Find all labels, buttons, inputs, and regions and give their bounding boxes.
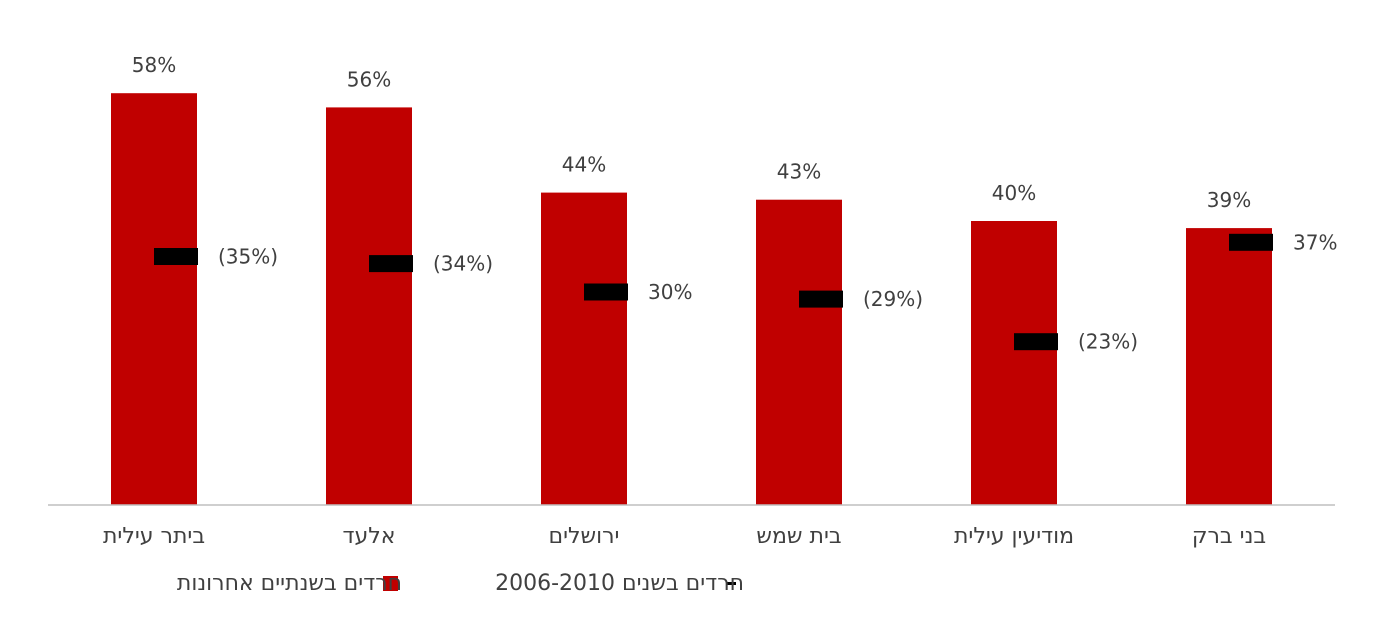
bar-1 (326, 107, 412, 506)
marker-3 (799, 290, 843, 308)
legend-swatch-marker (727, 582, 736, 585)
marker-value-label: (29%) (863, 287, 923, 311)
marker-5 (1229, 233, 1273, 251)
bar-value-label: 43% (777, 160, 821, 184)
legend: חרדים בשנתיים אחרונות חרדים בשנים 2006-2… (177, 571, 744, 596)
bar-value-label: 40% (992, 181, 1036, 205)
legend-label-recent: חרדים בשנתיים אחרונות (177, 571, 402, 596)
legend-swatch-bar (383, 576, 398, 591)
bars-group (111, 93, 1272, 506)
bar-4 (971, 221, 1057, 505)
marker-value-label: (23%) (1078, 330, 1138, 354)
markers-group (154, 233, 1273, 351)
category-label: אלעד (343, 524, 396, 549)
marker-4 (1014, 333, 1058, 351)
legend-label-2006-2010: חרדים בשנים 2006-2010 (495, 571, 744, 596)
category-label: בית שמש (756, 524, 841, 549)
marker-1 (369, 255, 413, 273)
bar-value-label: 44% (562, 153, 606, 177)
marker-value-label: (34%) (433, 252, 493, 276)
bar-2 (541, 192, 627, 505)
marker-value-label: 30% (648, 280, 692, 304)
marker-value-label: 37% (1293, 230, 1337, 254)
category-label: ירושלים (549, 524, 620, 549)
bar-3 (756, 199, 842, 505)
bar-5 (1186, 228, 1272, 505)
category-label: ביתר עילית (103, 524, 205, 549)
bar-value-label: 39% (1207, 188, 1251, 212)
marker-0 (154, 248, 198, 265)
category-label: בני ברק (1192, 524, 1266, 549)
marker-2 (584, 283, 628, 301)
marker-value-label: (35%) (218, 245, 278, 269)
category-label: מודיעין עילית (954, 524, 1074, 549)
bar-0 (111, 93, 197, 505)
bar-value-label: 58% (132, 53, 176, 77)
labels-group: 58% (35%) ביתר עילית 56% (34%) אלעד 44% 30% ירוש… (103, 53, 1338, 549)
bar-value-label: 56% (347, 67, 391, 91)
